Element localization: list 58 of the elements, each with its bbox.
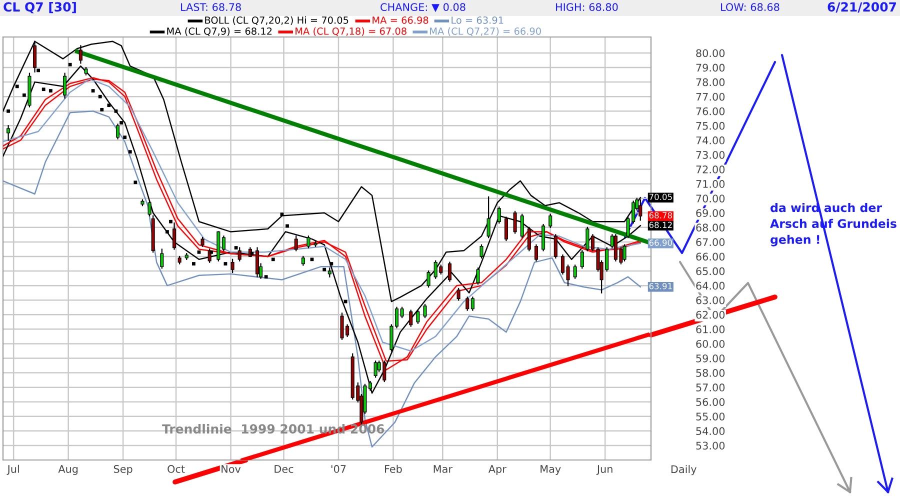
- text: HIGH: 68.80: [556, 3, 618, 12]
- x-tick-label: Dec: [274, 465, 294, 473]
- y-tick-label: 54.00: [696, 427, 725, 436]
- text: LOW: 68.68: [721, 3, 780, 12]
- y-tick-label: 62.00: [696, 310, 725, 319]
- y-tick-label: 76.00: [696, 107, 725, 116]
- y-tick-label: 69.00: [696, 209, 725, 217]
- y-tick-label: 70.00: [696, 194, 725, 202]
- y-tick-label: 55.00: [696, 412, 725, 420]
- y-tick-label: 72.00: [696, 166, 725, 174]
- data-label: 66.90: [649, 240, 672, 246]
- text: LAST: 68.78: [181, 3, 241, 12]
- y-tick-label: 63.00: [696, 296, 725, 304]
- annotation: 68.78: [649, 212, 672, 219]
- y-tick-label: 61.00: [696, 325, 725, 334]
- y-tick-label: 59.00: [696, 354, 725, 362]
- y-tick-label: 64.00: [696, 282, 725, 290]
- y-tick-label: 73.00: [696, 150, 725, 159]
- legend-label: Lo = 63.91: [452, 16, 504, 24]
- y-tick-label: 80.00: [696, 49, 725, 58]
- legend-label: MA (CL Q7,27) = 66.90: [430, 27, 541, 36]
- data-label: 63.91: [649, 282, 672, 290]
- legend-label: MA (CL Q7,18) = 67.08: [296, 27, 406, 36]
- y-tick-label: 78.00: [696, 78, 725, 86]
- x-tick-label: '07: [331, 465, 346, 473]
- y-tick-label: 57.00: [696, 384, 725, 392]
- text: CHANGE: ▼ 0.08: [380, 3, 466, 12]
- legend-label: MA = 66.98: [372, 16, 428, 24]
- y-tick-label: 79.00: [696, 64, 725, 72]
- x-tick-label: Oct: [168, 465, 185, 473]
- legend-label: MA (CL Q7,9) = 68.12: [167, 27, 272, 36]
- y-tick-label: 56.00: [696, 398, 725, 406]
- y-tick-label: 67.00: [696, 238, 725, 246]
- legend-label: BOLL (CL Q7,20,2) Hi = 70.05: [205, 16, 348, 25]
- y-tick-label: 53.00: [696, 442, 725, 450]
- x-tick-label: Sep: [114, 465, 132, 475]
- data-label: 70.05: [649, 194, 672, 200]
- y-tick-label: 77.00: [696, 92, 725, 101]
- y-tick-label: 74.00: [696, 136, 725, 144]
- y-tick-label: 71.00: [696, 180, 725, 188]
- text: 6/21/2007: [828, 2, 896, 13]
- x-axis-title: Daily: [671, 465, 696, 476]
- y-tick-label: 75.00: [696, 122, 725, 130]
- data-label: 68.12: [649, 222, 672, 228]
- y-tick-label: 65.00: [696, 267, 725, 276]
- y-tick-label: 66.00: [696, 252, 725, 261]
- chart-title: CL Q7 [30]: [4, 2, 76, 14]
- y-tick-label: 60.00: [696, 340, 725, 348]
- y-tick-label: 68.00: [696, 224, 725, 232]
- x-tick-label: Mar: [434, 465, 452, 473]
- x-tick-label: Apr: [488, 465, 506, 475]
- x-tick-label: Feb: [385, 464, 402, 473]
- y-tick-label: 58.00: [696, 369, 725, 377]
- x-tick-label: May: [540, 465, 561, 475]
- x-tick-label: Jun: [596, 465, 612, 475]
- x-tick-label: Nov: [222, 465, 241, 473]
- x-tick-label: Aug: [58, 465, 78, 475]
- x-tick-label: Jul: [6, 464, 19, 475]
